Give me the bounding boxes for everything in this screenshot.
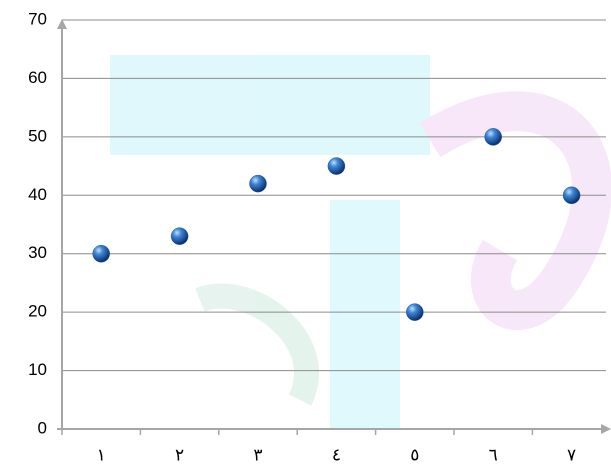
- y-tick-label: 60: [28, 68, 47, 87]
- y-tick-label: 30: [28, 243, 47, 262]
- point: [406, 303, 424, 321]
- x-tick-label: ٣: [253, 445, 262, 464]
- y-tick-label: 10: [28, 360, 47, 379]
- point: [170, 227, 189, 245]
- point: [484, 128, 502, 146]
- y-tick-label: 50: [28, 126, 47, 145]
- y-tick-label: 40: [28, 185, 47, 204]
- y-tick-label: 70: [28, 9, 47, 28]
- x-tick-label: ٤: [332, 445, 341, 464]
- y-tick-label: 0: [38, 418, 47, 437]
- point: [92, 244, 110, 263]
- x-tick-label: ٦: [489, 445, 498, 464]
- y-tick-label: 20: [28, 302, 47, 321]
- point: [327, 157, 346, 175]
- x-tick-label: ١: [97, 445, 106, 464]
- watermark: [110, 55, 611, 430]
- x-tick-label: ٢: [175, 445, 184, 464]
- point: [249, 174, 267, 193]
- x-tick-label: ٥: [410, 445, 419, 464]
- point: [562, 186, 581, 205]
- x-tick-label: ٧: [567, 445, 576, 464]
